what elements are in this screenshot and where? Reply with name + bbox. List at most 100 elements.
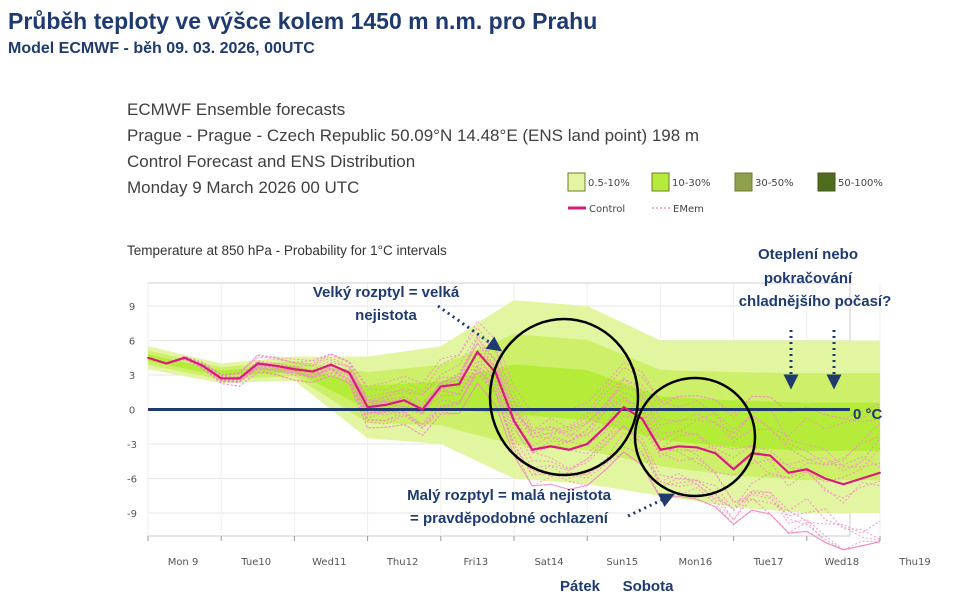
y-tick-5: -6 <box>127 475 137 486</box>
circle-low-uncertainty <box>633 376 757 498</box>
x-tick-8: Tue17 <box>753 557 784 568</box>
control-point-26 <box>622 406 625 409</box>
ensemble-member-14 <box>147 326 881 468</box>
legend-control-label: Control <box>589 204 625 215</box>
control-point-31 <box>714 452 717 455</box>
x-tick-3: Thu12 <box>386 557 419 568</box>
control-point-32 <box>732 468 735 471</box>
control-point-21 <box>531 448 534 451</box>
y-tick-0: 9 <box>129 302 135 313</box>
chart-header-line-1: ECMWF Ensemble forecasts <box>127 100 346 119</box>
control-point-0 <box>147 356 149 359</box>
control-point-17 <box>458 383 460 386</box>
ensemble-member-20 <box>147 334 881 477</box>
annotation-small-spread-line-2: = pravděpodobné ochlazení <box>410 510 609 527</box>
legend: 0.5-10% 10-30% 30-50% 50-100% Control EM… <box>567 172 883 215</box>
x-tick-9: Wed18 <box>825 557 860 568</box>
chart-header-line-2: Prague - Prague - Czech Republic 50.09°N… <box>127 126 700 145</box>
legend-swatch-2 <box>734 172 753 192</box>
control-point-6 <box>256 362 259 365</box>
annotation-warming-line-1: Oteplení nebo <box>758 246 858 263</box>
control-point-12 <box>366 406 369 409</box>
control-point-20 <box>513 420 515 422</box>
page-title: Průběh teploty ve výšce kolem 1450 m n.m… <box>8 8 598 34</box>
ensemble-member-15 <box>147 356 881 534</box>
annotation-big-spread-line-2: nejistota <box>355 307 417 324</box>
label-saturday: Sobota <box>623 578 674 595</box>
y-tick-3: 0 <box>129 406 135 417</box>
control-point-2 <box>183 356 186 359</box>
annotation-warming-line-3: chladnějšího počasí? <box>739 293 892 310</box>
legend-swatch-3 <box>817 172 836 192</box>
control-point-30 <box>696 446 698 449</box>
control-point-14 <box>403 399 406 402</box>
legend-label-2: 30-50% <box>755 178 794 189</box>
zero-label: 0 °C <box>853 406 883 423</box>
control-point-22 <box>549 445 552 448</box>
ensemble-member-6 <box>147 343 881 465</box>
x-tick-10: Thu19 <box>898 557 931 568</box>
control-point-16 <box>439 385 442 388</box>
control-point-5 <box>238 377 241 380</box>
x-tick-0: Mon 9 <box>168 557 199 568</box>
control-point-19 <box>494 371 497 374</box>
control-point-39 <box>860 477 863 480</box>
y-tick-4: -3 <box>127 440 137 451</box>
control-point-10 <box>330 363 332 366</box>
circle-high-uncertainty <box>488 317 640 477</box>
control-series <box>147 350 881 486</box>
legend-label-1: 10-30% <box>672 178 711 189</box>
label-friday: Pátek <box>560 578 601 595</box>
control-point-37 <box>824 477 826 480</box>
legend-label-3: 50-100% <box>838 178 883 189</box>
control-point-34 <box>769 454 772 457</box>
control-point-23 <box>568 448 570 451</box>
x-tick-4: Fri13 <box>463 557 488 568</box>
control-point-35 <box>787 471 790 474</box>
legend-swatch-0 <box>567 172 586 192</box>
control-point-3 <box>202 364 204 367</box>
control-point-1 <box>165 362 168 365</box>
control-point-40 <box>879 471 881 474</box>
legend-emem-label: EMem <box>673 204 704 215</box>
ensemble-member-4 <box>147 320 881 420</box>
ensemble-member-11 <box>147 356 881 551</box>
annotation-warming-line-2: pokračování <box>764 270 853 287</box>
annotation-big-spread-line-1: Velký rozptyl = velká <box>313 284 460 301</box>
control-point-38 <box>842 483 845 486</box>
x-tick-1: Tue10 <box>240 557 271 568</box>
control-point-18 <box>476 351 479 353</box>
legend-label-0: 0.5-10% <box>588 178 630 189</box>
x-tick-6: Sun15 <box>606 557 638 568</box>
ensemble-member-12 <box>147 337 881 439</box>
page-subtitle: Model ECMWF - běh 09. 03. 2026, 00UTC <box>8 40 315 57</box>
y-tick-1: 6 <box>129 337 135 348</box>
control-point-8 <box>293 368 296 371</box>
control-point-29 <box>677 445 680 448</box>
legend-swatch-1 <box>651 172 670 192</box>
y-tick-6: -9 <box>127 509 137 520</box>
y-axis-ticks: 9 6 3 0 -3 -6 -9 <box>127 302 137 520</box>
control-point-13 <box>385 404 387 406</box>
x-tick-2: Wed11 <box>312 557 347 568</box>
control-point-25 <box>604 425 607 428</box>
x-tick-7: Mon16 <box>678 557 712 568</box>
chart-header-line-3: Control Forecast and ENS Distribution <box>127 152 416 171</box>
control-point-27 <box>641 417 643 420</box>
control-point-9 <box>311 370 314 373</box>
chart-header-line-4: Monday 9 March 2026 00 UTC <box>127 178 360 197</box>
panel-title: Temperature at 850 hPa - Probability for… <box>127 243 447 258</box>
y-tick-2: 3 <box>129 371 135 382</box>
x-axis-ticks: Mon 9 Tue10 Wed11 Thu12 Fri13 Sat14 Sun15 Mon16… <box>147 536 931 568</box>
control-point-7 <box>275 364 277 367</box>
control-point-28 <box>659 448 662 451</box>
annotation-small-spread-line-1: Malý rozptyl = malá nejistota <box>407 487 611 504</box>
control-point-24 <box>586 443 589 445</box>
arrow-small-spread <box>627 493 675 518</box>
control-point-15 <box>421 408 424 411</box>
control-point-36 <box>805 468 808 471</box>
ensemble-member-0 <box>147 357 881 551</box>
control-point-4 <box>220 377 223 380</box>
control-point-11 <box>348 371 351 374</box>
